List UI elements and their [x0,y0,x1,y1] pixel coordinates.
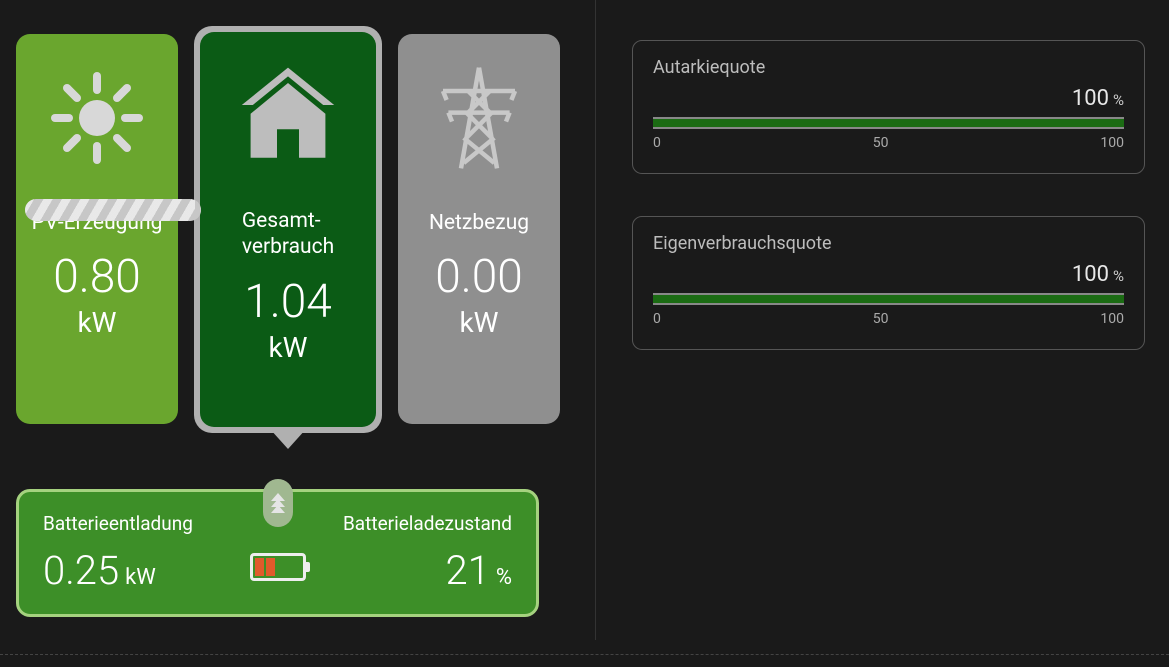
quota-autarky[interactable]: Autarkiequote 100% 0 50 100 [632,40,1145,174]
quota-autarky-ticks: 0 50 100 [653,135,1124,151]
quota-self-consumption-unit: % [1113,267,1124,285]
battery-center [250,509,306,597]
battery-panel[interactable]: Batterieentladung 0.25 kW Batterieladezu… [16,489,539,617]
house-icon [233,56,343,176]
quota-self-consumption-value: 100 [1072,262,1109,287]
quota-panel: Autarkiequote 100% 0 50 100 Eigenverbrau… [632,40,1145,392]
flow-battery-to-house [263,479,293,527]
quota-autarky-value-row: 100% [653,86,1124,111]
battery-state-unit: % [496,565,512,590]
footer-divider [0,654,1169,655]
tile-grid-value: 0.00 [435,250,523,304]
panel-divider [595,0,596,640]
sun-icon [42,58,152,178]
battery-discharge: Batterieentladung 0.25 kW [43,512,193,594]
tile-pv-unit: kW [77,306,116,339]
quota-autarky-bar [653,117,1124,129]
tile-grid-unit: kW [459,306,498,339]
quota-autarky-title: Autarkiequote [653,57,1124,78]
quota-autarky-unit: % [1113,91,1124,109]
pylon-icon [424,58,534,178]
tile-pv-generation[interactable]: PV-Erzeugung 0.80 kW [16,34,178,424]
tile-row: PV-Erzeugung 0.80 kW Gesamt- verbrauch 1… [16,34,576,441]
flow-pv-to-house [25,199,201,221]
quota-self-consumption-ticks: 0 50 100 [653,311,1124,327]
tile-total-consumption[interactable]: Gesamt- verbrauch 1.04 kW [194,26,382,433]
tile-total-unit: kW [268,331,307,364]
tile-grid-label: Netzbezug [429,210,529,236]
battery-discharge-label: Batterieentladung [43,512,193,535]
battery-state-value: 21 [446,547,490,594]
battery-discharge-unit: kW [125,565,156,590]
tile-total-label: Gesamt- verbrauch [242,208,334,261]
battery-icon [250,553,306,581]
battery-state-label: Batterieladezustand [343,512,512,535]
energy-flow-panel: PV-Erzeugung 0.80 kW Gesamt- verbrauch 1… [16,34,576,617]
quota-self-consumption-bar [653,293,1124,305]
tile-pv-value: 0.80 [53,250,141,304]
quota-self-consumption-value-row: 100% [653,262,1124,287]
tile-grid-supply[interactable]: Netzbezug 0.00 kW [398,34,560,424]
battery-discharge-value: 0.25 [43,547,119,594]
quota-autarky-value: 100 [1072,86,1109,111]
quota-self-consumption-title: Eigenverbrauchsquote [653,233,1124,254]
tile-total-value: 1.04 [244,275,332,329]
quota-self-consumption[interactable]: Eigenverbrauchsquote 100% 0 50 100 [632,216,1145,350]
battery-state: Batterieladezustand 21 % [343,512,512,594]
